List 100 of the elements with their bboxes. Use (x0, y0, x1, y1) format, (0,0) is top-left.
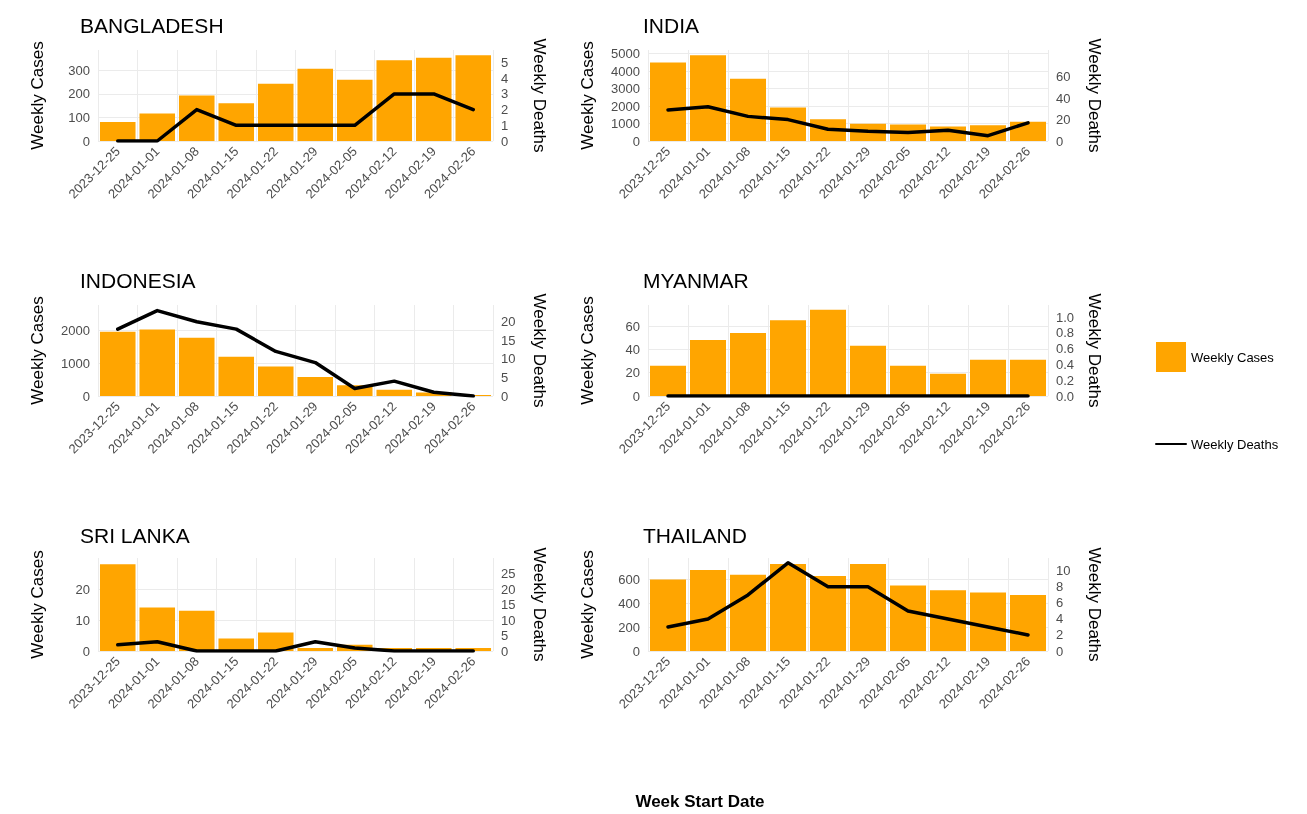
chart-title: SRI LANKA (80, 524, 190, 547)
y2-tick-label: 0 (501, 133, 509, 149)
y-tick-label: 5000 (611, 46, 640, 61)
y-tick-label: 0 (82, 388, 90, 404)
line-series (666, 104, 1030, 138)
y2-tick-label: 40 (1056, 90, 1071, 106)
bar (257, 366, 294, 396)
y2-axis-title: Weekly Deaths (530, 547, 549, 662)
y2-tick-label: 8 (1056, 579, 1064, 595)
y-axis-title: Weekly Cases (28, 41, 47, 150)
bar (770, 563, 806, 651)
y2-tick-label: 3 (501, 86, 509, 102)
y2-tick-label: 0 (1056, 643, 1064, 659)
y-tick-label: 100 (68, 109, 90, 125)
y2-tick-label: 10 (501, 612, 516, 628)
y-tick-label: 60 (625, 318, 640, 334)
y-tick-label: 1000 (61, 355, 90, 371)
bar (930, 590, 966, 651)
y2-axis-title: Weekly Deaths (1085, 293, 1104, 408)
y2-axis-title: Weekly Deaths (530, 38, 549, 153)
bar (455, 55, 492, 141)
y-tick-label: 200 (68, 86, 90, 102)
y2-tick-label: 15 (501, 332, 516, 348)
y2-tick-label: 1.0 (1056, 309, 1075, 325)
bar (376, 60, 413, 141)
bar (970, 592, 1006, 651)
bar (297, 647, 334, 651)
bar (930, 373, 966, 396)
y-tick-label: 40 (625, 341, 640, 357)
y-tick-label: 0 (632, 388, 640, 404)
bar (257, 83, 294, 141)
bar (178, 610, 215, 651)
y-tick-label: 200 (618, 619, 640, 635)
bar (1010, 359, 1046, 396)
y2-tick-label: 0.6 (1056, 341, 1075, 357)
y2-tick-label: 0 (1056, 133, 1064, 149)
y-axis-title: Weekly Cases (28, 296, 47, 405)
y-tick-label: 2000 (61, 323, 90, 339)
y-tick-label: 600 (618, 571, 640, 587)
bar (730, 78, 766, 141)
y-tick-label: 0 (82, 133, 90, 149)
y-tick-label: 3000 (611, 81, 640, 96)
bar (99, 331, 136, 396)
bar (297, 377, 334, 396)
bar (139, 329, 176, 396)
line-series (116, 92, 475, 143)
bar (730, 574, 766, 651)
bar (1010, 594, 1046, 651)
y2-axis-title: Weekly Deaths (530, 293, 549, 408)
bar (970, 359, 1006, 396)
y2-tick-label: 1 (501, 117, 509, 133)
y2-tick-label: 20 (501, 581, 516, 597)
bar (178, 95, 215, 141)
chart-title: BANGLADESH (80, 14, 224, 37)
bar (650, 579, 686, 651)
y2-tick-label: 5 (501, 55, 509, 71)
y2-tick-label: 2 (501, 102, 509, 118)
y-tick-label: 4000 (611, 63, 640, 79)
y-axis-title: Weekly Cases (578, 296, 597, 405)
y2-axis-title: Weekly Deaths (1085, 38, 1104, 153)
y-axis-title: Weekly Cases (578, 41, 597, 150)
y2-tick-label: 0 (501, 388, 509, 404)
y2-tick-label: 10 (1056, 563, 1071, 579)
y2-tick-label: 20 (1056, 112, 1071, 128)
y2-tick-label: 5 (501, 369, 509, 385)
bar (415, 57, 452, 141)
y2-tick-label: 25 (501, 566, 516, 581)
y2-tick-label: 0.4 (1056, 356, 1075, 372)
y2-tick-label: 10 (501, 351, 516, 367)
x-axis-title: Week Start Date (634, 792, 766, 812)
y-tick-label: 0 (82, 643, 90, 659)
bar (890, 365, 926, 396)
bar (650, 62, 686, 141)
y2-tick-label: 0.2 (1056, 372, 1075, 388)
y2-tick-label: 20 (501, 314, 516, 330)
bar (850, 345, 886, 396)
bar (218, 356, 255, 396)
line-series (116, 639, 475, 653)
bar (730, 333, 766, 396)
y2-axis-title: Weekly Deaths (1085, 547, 1104, 662)
bar (770, 320, 806, 396)
bar (690, 569, 726, 651)
y2-tick-label: 5 (501, 628, 509, 643)
y2-tick-label: 0 (501, 643, 509, 659)
bar (139, 607, 176, 651)
bar (336, 79, 373, 141)
y2-tick-label: 6 (1056, 595, 1064, 611)
bar (690, 340, 726, 396)
bar (376, 389, 413, 396)
bar (650, 365, 686, 396)
line-series (666, 561, 1030, 637)
y2-tick-label: 0.8 (1056, 325, 1075, 341)
y2-tick-label: 0.0 (1056, 388, 1075, 404)
bar (178, 337, 215, 396)
bar (218, 103, 255, 141)
y2-tick-label: 4 (501, 70, 509, 86)
chart-title: INDIA (643, 14, 700, 37)
bar (810, 309, 846, 396)
y-tick-label: 1000 (611, 116, 640, 131)
y-tick-label: 2000 (611, 98, 640, 114)
